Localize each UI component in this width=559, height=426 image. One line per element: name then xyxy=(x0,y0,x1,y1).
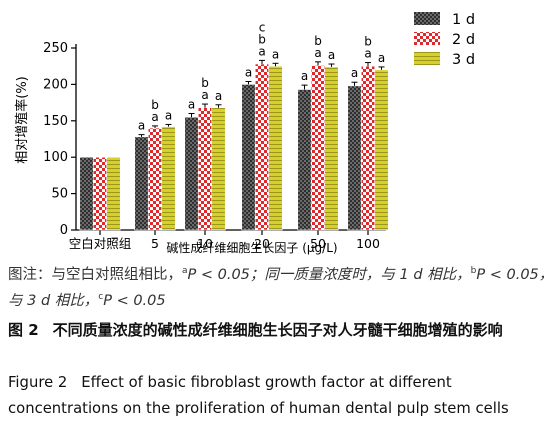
bar-2d xyxy=(254,63,270,231)
significance-label: a xyxy=(201,88,208,102)
significance-label: a xyxy=(378,51,385,65)
bar-2d xyxy=(92,156,108,231)
bar-1d xyxy=(184,116,199,231)
figure-number-cn: 图 2 xyxy=(8,321,39,339)
significance-label: b xyxy=(364,35,372,49)
significance-label: a xyxy=(258,44,265,58)
x-tick-label: 20 xyxy=(254,236,270,251)
significance-label: a xyxy=(364,47,371,61)
significance-label: a xyxy=(165,108,172,122)
significance-label: a xyxy=(245,65,252,79)
bar-3d xyxy=(268,65,283,231)
figure-caption-english: Figure 2 Effect of basic fibroblast growt… xyxy=(8,370,556,422)
bar-3d xyxy=(161,126,176,231)
bar-3d xyxy=(106,156,121,231)
significance-label: a xyxy=(272,47,279,61)
significance-label: a xyxy=(215,89,222,103)
y-tick-label: 50 xyxy=(51,187,68,202)
y-tick-label: 200 xyxy=(43,77,68,92)
significance-label: b xyxy=(314,34,322,48)
significance-label: a xyxy=(314,46,321,60)
bar-1d xyxy=(347,85,362,231)
x-tick-label: 5 xyxy=(151,236,159,251)
significance-label: b xyxy=(258,32,266,46)
significance-label: c xyxy=(259,20,266,34)
legend-label: 2 d xyxy=(452,32,475,48)
note-p-b: P < 0.05，与 3 d 相比， xyxy=(8,267,554,309)
legend: 1 d 2 d 3 d xyxy=(414,12,475,68)
bar-3d xyxy=(324,66,339,231)
caption-text-en: Effect of basic fibroblast growth factor… xyxy=(8,374,509,417)
note-p-a: P < 0.05；同一质量浓度时，与 1 d 相比， xyxy=(187,267,471,283)
x-tick-label: 100 xyxy=(356,236,380,251)
x-tick-label: 50 xyxy=(310,236,326,251)
y-axis-label: 相对增殖率(%) xyxy=(14,76,30,164)
significance-label: a xyxy=(351,66,358,80)
x-axis-label: 碱性成纤维细胞生长因子 (μg/L) xyxy=(166,241,337,255)
legend-swatch-2d xyxy=(414,32,440,45)
legend-swatch-3d xyxy=(414,52,440,65)
bar-3d xyxy=(374,69,389,231)
significance-label: b xyxy=(151,98,159,112)
bar-1d xyxy=(79,156,94,231)
bar-2d xyxy=(360,65,376,231)
significance-label: a xyxy=(151,110,158,124)
x-tick-label: 空白对照组 xyxy=(69,236,132,251)
significance-label: a xyxy=(138,119,145,133)
y-tick-label: 100 xyxy=(43,150,68,165)
bar-2d xyxy=(147,127,163,231)
note-sup-a: a xyxy=(182,266,188,277)
legend-swatch-1d xyxy=(414,12,440,25)
significance-label: a xyxy=(301,69,308,83)
y-tick-label: 250 xyxy=(43,41,68,56)
y-tick-label: 0 xyxy=(60,223,68,238)
caption-text-cn: 不同质量浓度的碱性成纤维细胞生长因子对人牙髓干细胞增殖的影响 xyxy=(52,321,503,339)
note-prefix: 图注：与空白对照组相比， xyxy=(8,267,182,283)
note-sup-b: b xyxy=(470,266,477,277)
note-sup-c: c xyxy=(98,292,104,303)
y-tick-label: 150 xyxy=(43,114,68,129)
bar-1d xyxy=(297,89,312,231)
bar-1d xyxy=(241,84,256,231)
legend-label: 3 d xyxy=(452,52,475,68)
figure-note: 图注：与空白对照组相比，aP < 0.05；同一质量浓度时，与 1 d 相比，b… xyxy=(8,262,556,314)
bar-2d xyxy=(310,65,326,231)
significance-label: a xyxy=(188,98,195,112)
significance-label: b xyxy=(201,76,209,90)
bar-2d xyxy=(197,107,213,231)
bar-1d xyxy=(134,136,149,231)
note-p-c: P < 0.05 xyxy=(103,293,166,309)
significance-label: a xyxy=(328,48,335,62)
legend-label: 1 d xyxy=(452,12,475,28)
figure-caption-chinese: 图 2 不同质量浓度的碱性成纤维细胞生长因子对人牙髓干细胞增殖的影响 xyxy=(8,318,556,342)
bar-3d xyxy=(211,107,226,231)
x-tick-label: 10 xyxy=(197,236,213,251)
figure-number-en: Figure 2 xyxy=(8,374,68,391)
